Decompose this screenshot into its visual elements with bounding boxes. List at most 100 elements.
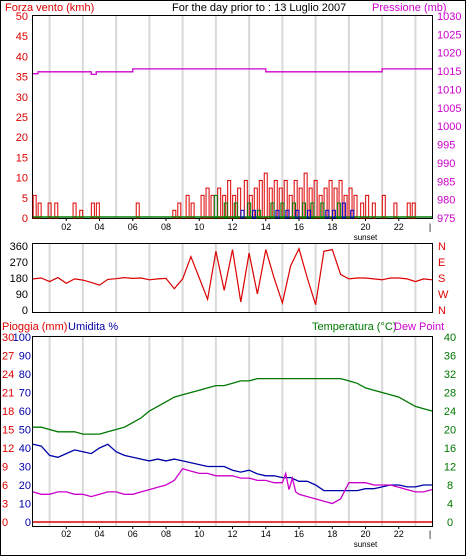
direction-y-tick-label: 180 (10, 273, 28, 285)
temperature-y-tick-label: 0 (447, 517, 453, 529)
pressure-y-tick-label: 985 (437, 176, 455, 188)
temperature-y-tick-label: 32 (444, 369, 456, 381)
temperature-y-tick-label: 40 (444, 332, 456, 344)
wind-y-tick-label: 15 (16, 152, 28, 164)
wind-bar (177, 202, 182, 219)
wind-bar (275, 209, 280, 219)
rain-y-tick-label: 9 (2, 462, 8, 474)
wind-bar (325, 209, 330, 219)
wind-y-tick-label: 5 (22, 193, 28, 205)
wind-bar (72, 202, 77, 219)
wind-bar (227, 179, 232, 219)
wind-bar (328, 179, 333, 219)
temperature-y-tick-label: 24 (444, 406, 456, 418)
wind-bar (406, 202, 411, 219)
pressure-y-tick-label: 1010 (437, 84, 461, 96)
wind-bar (32, 194, 37, 219)
panel-temp-humidity (32, 336, 433, 527)
x-tick-label: 08 (161, 222, 171, 232)
wind-bar (190, 202, 195, 219)
wind-bar (320, 202, 325, 219)
wind-bar (331, 209, 336, 219)
wind-bar (205, 187, 210, 219)
humidity-y-tick-label: 70 (19, 388, 31, 400)
direction-y-tick-label: 360 (10, 241, 28, 253)
wind-bar (185, 194, 190, 219)
wind-bar (95, 202, 100, 219)
humidity-y-tick-label: 80 (19, 369, 31, 381)
wind-bar (213, 194, 218, 219)
wind-bar (353, 194, 358, 219)
wind-bar (54, 202, 59, 219)
pressure-y-tick-label: 1030 (437, 11, 461, 23)
wind-bar (411, 202, 416, 219)
wind-bar (172, 209, 177, 219)
humidity-y-tick-label: 40 (19, 443, 31, 455)
temp-humidity-marks (32, 377, 433, 523)
wind-bar (223, 202, 228, 219)
panel-wind-pressure (32, 15, 433, 219)
wind-bar (371, 202, 376, 219)
humidity-line (32, 443, 432, 492)
wind-y-tick-label: 45 (16, 31, 28, 43)
wind-bar (233, 202, 238, 219)
humidity-y-tick-label: 0 (25, 517, 31, 529)
wind-bar (381, 194, 386, 219)
wind-bar (336, 202, 341, 219)
wind-bar (247, 202, 252, 219)
wind-bar (37, 202, 42, 219)
x-tick-label: 06 (128, 222, 138, 232)
wind-bar (270, 202, 275, 219)
wind-bar (280, 202, 285, 219)
x-tick-label: 16 (294, 529, 304, 539)
pressure-axis-title: Pressione (mb) (372, 2, 447, 14)
dew-point-line (32, 468, 433, 505)
rain-y-tick-label: 0 (2, 517, 8, 529)
sunset-label: sunset (354, 233, 378, 242)
pressure-y-tick-label: 1000 (437, 121, 461, 133)
humidity-y-tick-label: 20 (19, 480, 31, 492)
direction-marks (32, 247, 433, 306)
wind-bar (313, 179, 318, 219)
humidity-y-tick-label: 60 (19, 406, 31, 418)
x-tick-label: 12 (227, 529, 237, 539)
temperature-y-tick-label: 36 (444, 351, 456, 363)
x-tick-label: 16 (294, 222, 304, 232)
wind-bar (341, 202, 346, 219)
rain-y-tick-label: 12 (2, 443, 14, 455)
humidity-y-tick-label: 90 (19, 351, 31, 363)
direction-y-tick-label: 270 (10, 257, 28, 269)
wind-bar (350, 209, 355, 219)
rain-y-tick-label: 27 (2, 351, 14, 363)
rain-y-tick-label: 3 (2, 499, 8, 511)
x-tick-label: | (429, 222, 431, 232)
wind-y-tick-label: 25 (16, 112, 28, 124)
wind-bar (200, 194, 205, 219)
wind-bar (47, 202, 52, 219)
wind-bar (285, 209, 290, 219)
rain-y-tick-label: 18 (2, 406, 14, 418)
pressure-y-tick-label: 1025 (437, 29, 461, 41)
wind-bar (295, 209, 300, 219)
wind-bar (301, 202, 306, 219)
rain-y-tick-label: 24 (2, 369, 14, 381)
x-tick-label: 10 (194, 529, 204, 539)
rain-axis-title: Pioggia (mm) (2, 321, 67, 333)
temperature-y-tick-label: 12 (444, 462, 456, 474)
rain-y-tick-label: 21 (2, 388, 14, 400)
x-tick-label: 02 (61, 222, 71, 232)
x-tick-label: 08 (161, 529, 171, 539)
pressure-y-tick-label: 990 (437, 158, 455, 170)
rain-y-tick-label: 30 (2, 332, 14, 344)
x-tick-label: 12 (227, 222, 237, 232)
day-hour-bands-top (48, 16, 417, 218)
wind-bar (243, 179, 248, 219)
wind-bar (306, 209, 311, 219)
wind-bar (79, 209, 84, 219)
temperature-y-tick-label: 20 (444, 425, 456, 437)
compass-label: E (438, 257, 445, 269)
x-tick-label: 14 (261, 222, 271, 232)
